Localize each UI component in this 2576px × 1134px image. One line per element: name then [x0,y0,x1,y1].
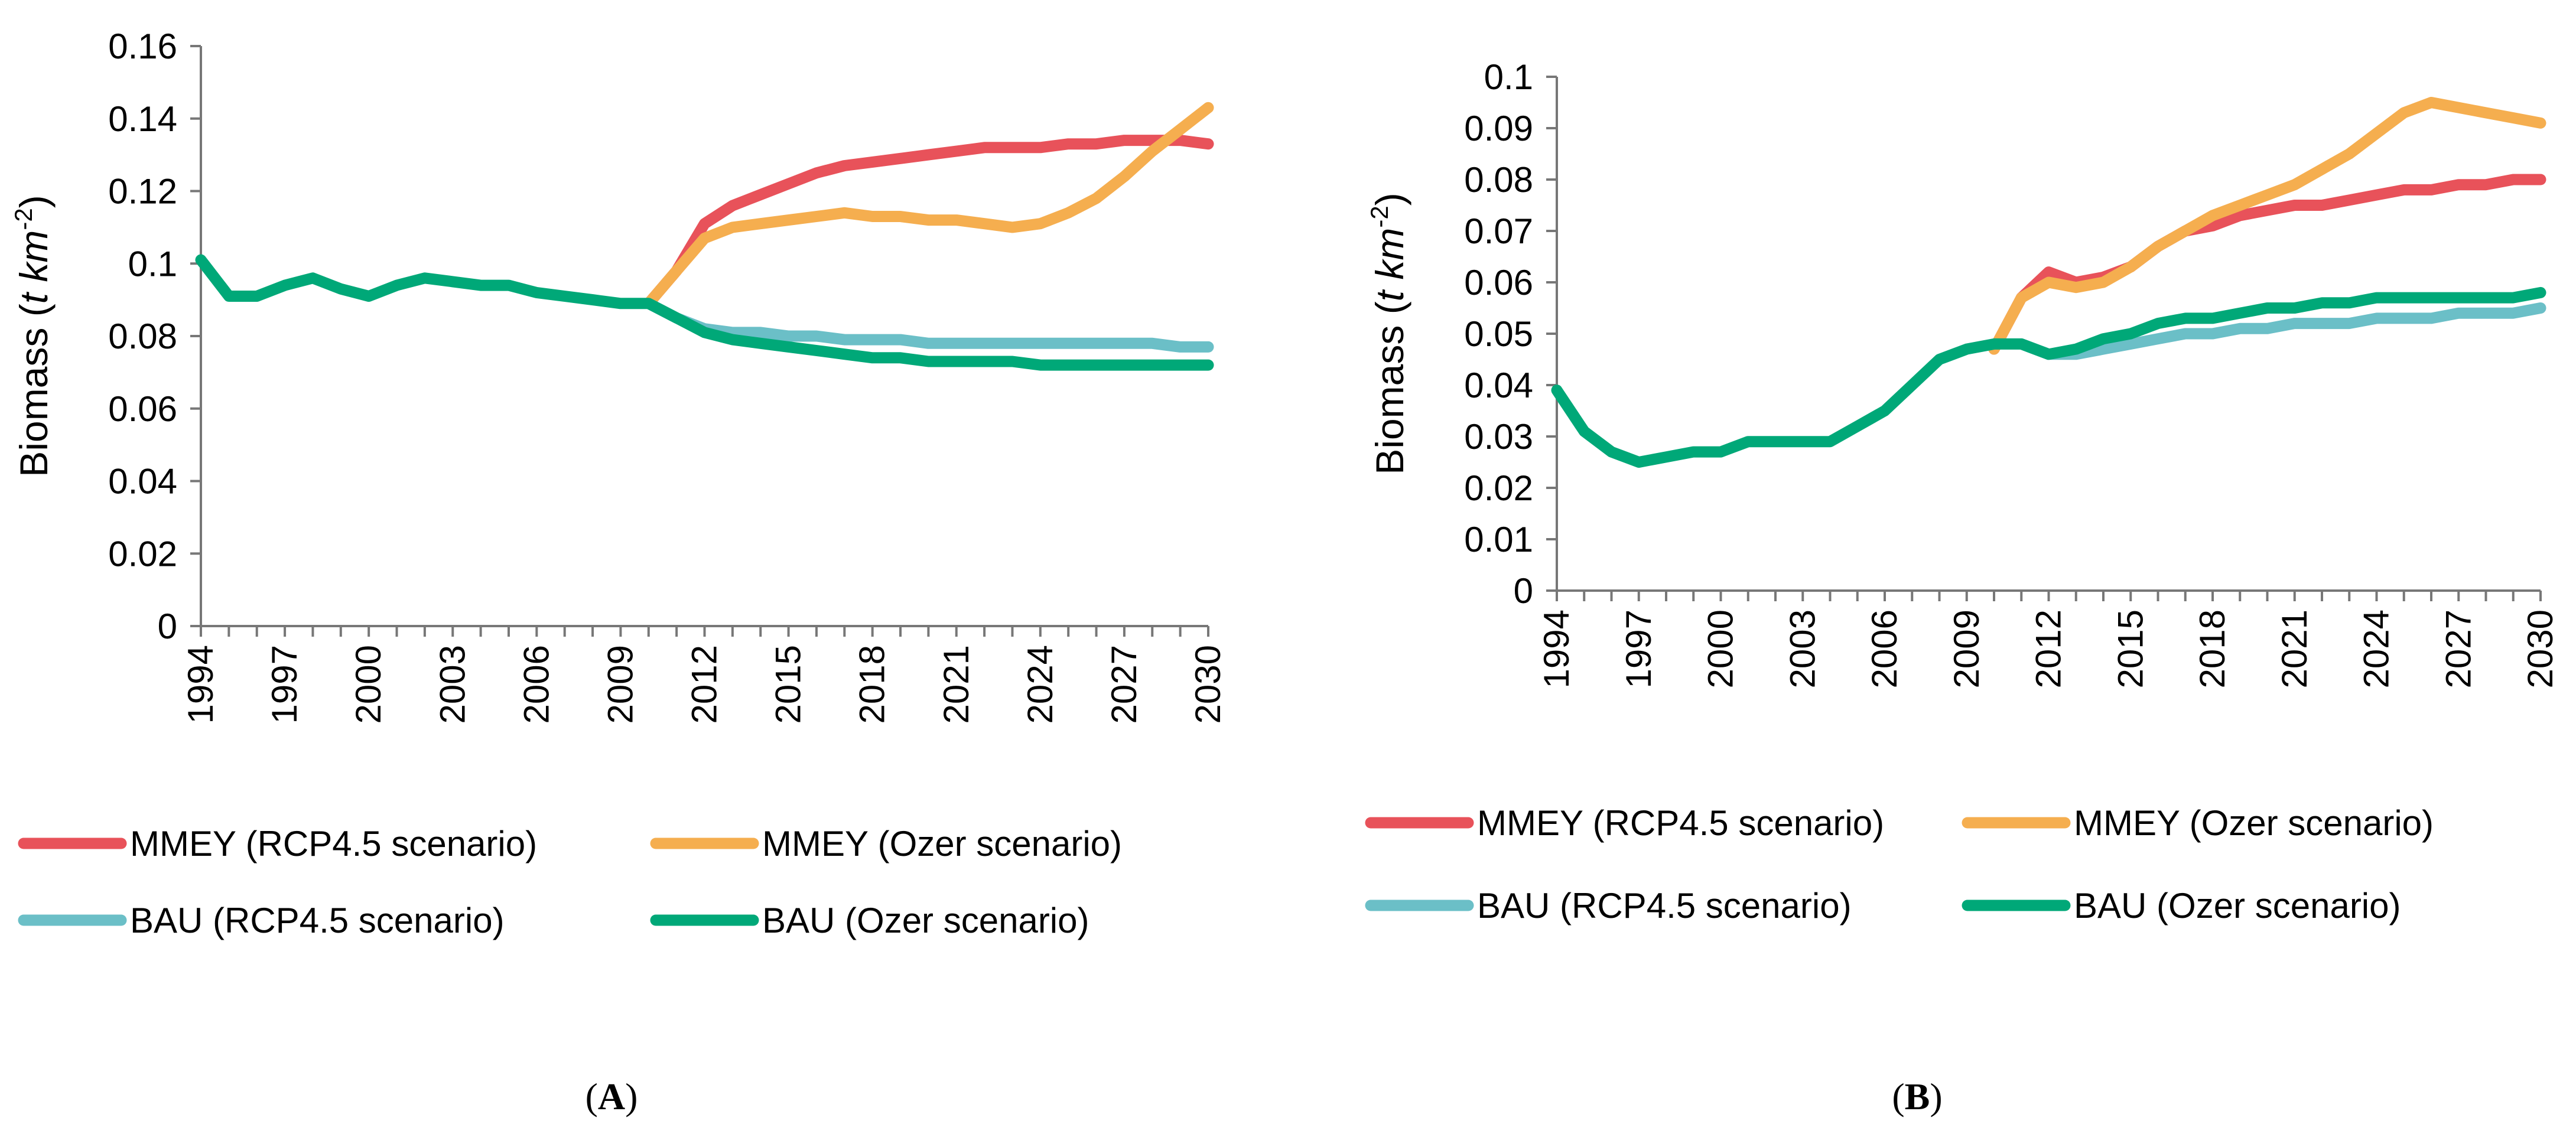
y-axis-title-exponent: -2 [9,208,37,230]
x-tick-label: 2030 [1188,645,1228,724]
y-axis-title-units: t km [1368,228,1411,302]
series-line-bau-ozer-scenario [195,254,1214,371]
legend-label: BAU (Ozer scenario) [762,901,1089,940]
x-tick-label: 2030 [2520,610,2560,688]
legend-label: BAU (RCP4.5 scenario) [130,901,505,940]
y-tick-label: 0.14 [108,99,177,139]
legend-label: MMEY (Ozer scenario) [2074,803,2434,843]
legend-label: MMEY (Ozer scenario) [762,824,1122,863]
y-tick-label: 0.08 [108,317,177,356]
x-tick-label: 2024 [1020,645,1060,724]
x-tick-label: 2009 [600,645,640,724]
y-tick-label: 0.02 [1464,468,1533,508]
panel-label-close: ) [625,1076,638,1117]
y-tick-label: 0.16 [108,27,177,66]
y-tick-label: 0.08 [1464,160,1533,200]
y-tick-label: 0.07 [1464,211,1533,251]
x-tick-label: 2000 [349,645,388,724]
x-tick-label: 2027 [2438,610,2478,688]
series-line-bau-rcp4-5-scenario [643,298,1214,353]
panel-label: (A) [586,1076,638,1117]
panel-label-letter: B [1905,1076,1930,1117]
y-tick-label: 0.12 [108,172,177,211]
y-tick-label: 0.04 [108,462,177,501]
x-tick-label: 2024 [2357,610,2396,688]
y-axis-title-main: Biomass ( [12,304,56,477]
x-tick-label: 2015 [769,645,808,724]
series-line-mmey-rcp4-5-scenario [643,135,1214,309]
series-line-bau-rcp4-5-scenario [2015,302,2546,360]
x-tick-label: 2018 [2193,610,2232,688]
y-tick-label: 0 [158,607,177,646]
y-axis-title-main: Biomass ( [1368,301,1411,474]
x-tick-label: 2015 [2110,610,2150,688]
series-line-bau-ozer-scenario [1551,286,2546,468]
series-line-mmey-ozer-scenario [643,102,1214,309]
y-tick-label: 0.06 [108,389,177,429]
panel-b: 0 0.01 0.02 0.03 0.04 0.05 0.06 0.07 0.08 0.09 0.1… [1365,57,2560,1117]
legend-label: BAU (RCP4.5 scenario) [1477,886,1852,926]
x-tick-label: 1997 [265,645,304,724]
x-tick-label: 2003 [432,645,472,724]
y-axis-title-close: ) [12,195,56,208]
panel-label-open: ( [586,1076,598,1117]
y-axis-title-exponent: -2 [1365,206,1393,227]
x-tick-label: 2021 [2275,610,2314,688]
y-tick-label: 0.1 [128,244,177,284]
legend-label: MMEY (RCP4.5 scenario) [1477,803,1884,843]
y-tick-label: 0.06 [1464,263,1533,302]
y-axis-title-units: t km [12,230,56,304]
x-tick-label: 1994 [1537,610,1576,688]
y-tick-label: 0.09 [1464,109,1533,148]
panel-label-close: ) [1930,1076,1942,1117]
legend-label: MMEY (RCP4.5 scenario) [130,824,537,863]
y-tick-label: 0.02 [108,534,177,573]
y-tick-label: 0 [1514,571,1533,611]
panel-label: (B) [1892,1076,1942,1117]
x-tick-label: 1997 [1619,610,1658,688]
x-tick-label: 2018 [853,645,892,724]
panel-label-letter: A [598,1076,625,1117]
x-tick-label: 2012 [2029,610,2068,688]
x-tick-label: 2003 [1783,610,1822,688]
series-line-mmey-ozer-scenario [1988,97,2546,355]
x-tick-label: 2009 [1947,610,1986,688]
y-axis-title-close: ) [1368,193,1411,206]
x-tick-label: 2012 [685,645,724,724]
y-tick-label: 0.03 [1464,417,1533,457]
x-tick-label: 2006 [1865,610,1904,688]
x-tick-label: 2021 [936,645,976,724]
x-tick-label: 1994 [181,645,220,724]
y-tick-label: 0.05 [1464,314,1533,354]
y-axis-title: Biomass (t km-2) [9,195,56,477]
y-tick-label: 0.01 [1464,520,1533,559]
x-tick-label: 2000 [1701,610,1741,688]
y-tick-label: 0.1 [1484,57,1533,97]
y-tick-label: 0.04 [1464,366,1533,405]
y-axis-title: Biomass (t km-2) [1365,193,1411,474]
x-tick-label: 2027 [1104,645,1144,724]
panel-a: 0 0.02 0.04 0.06 0.08 0.1 0.12 0.14 0.16 1994 1997… [9,27,1228,1117]
x-tick-label: 2006 [516,645,556,724]
legend-label: BAU (Ozer scenario) [2074,886,2401,926]
panel-label-open: ( [1892,1076,1904,1117]
